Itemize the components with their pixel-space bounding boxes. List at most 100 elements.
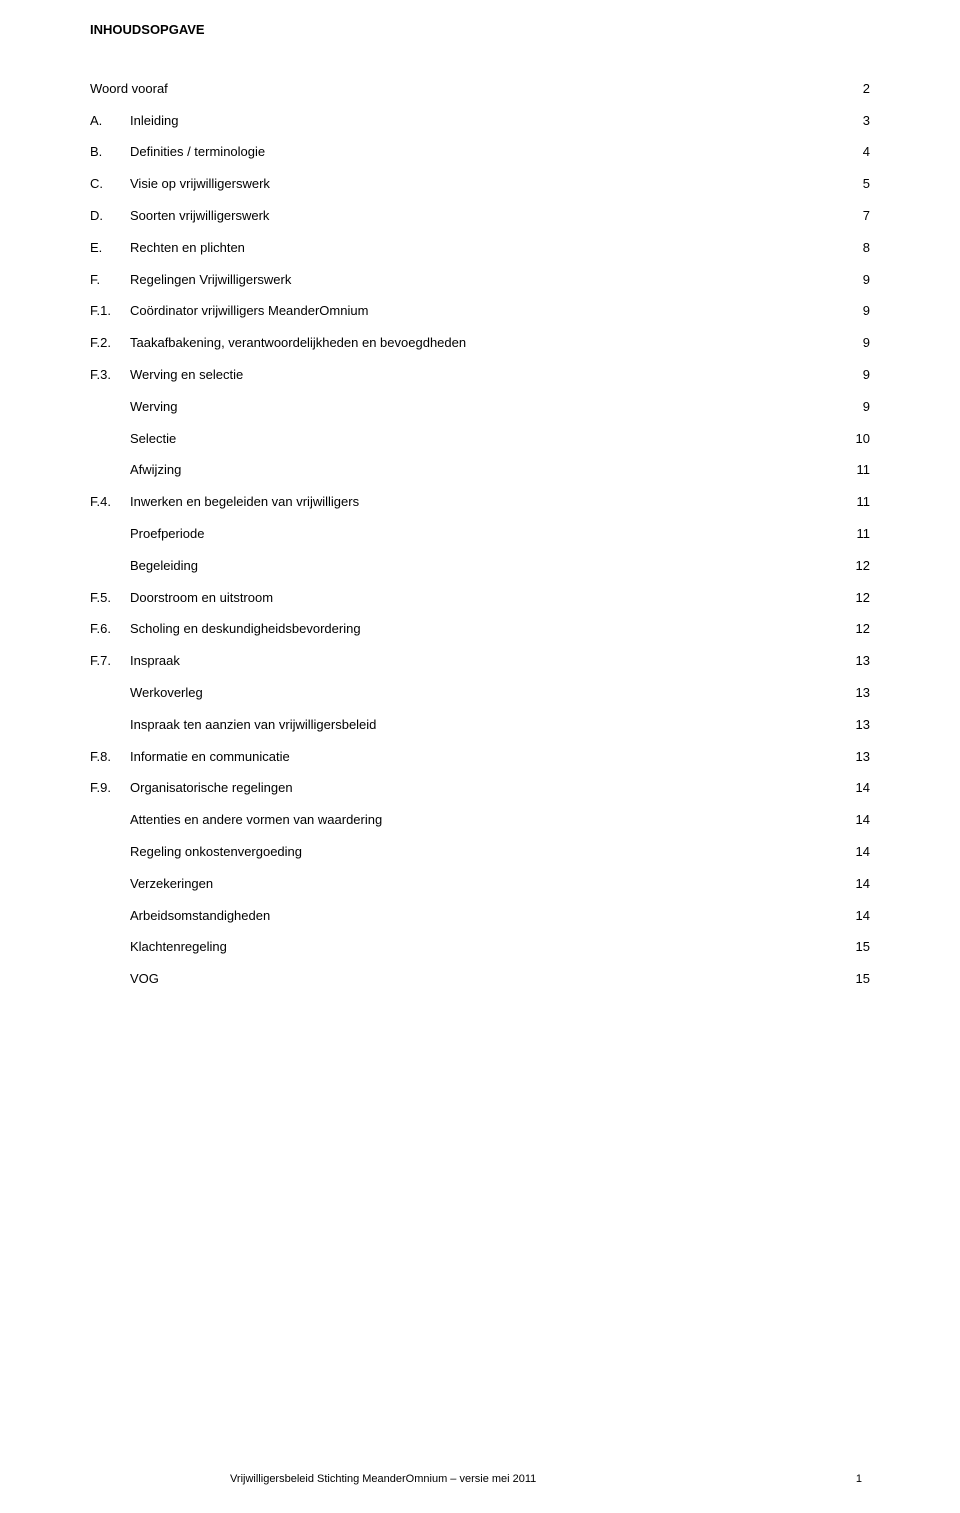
toc-prefix: B. — [90, 142, 130, 163]
toc-prefix: E. — [90, 238, 130, 259]
toc-page: 3 — [863, 111, 870, 132]
toc-left: F.3.Werving en selectie — [90, 365, 243, 386]
toc-page: 13 — [856, 651, 870, 672]
toc-label: Afwijzing — [130, 460, 181, 481]
toc-page: 4 — [863, 142, 870, 163]
toc-prefix: F.8. — [90, 747, 130, 768]
toc-page: 14 — [856, 874, 870, 895]
toc-left: Begeleiding — [90, 556, 198, 577]
toc-row: Werkoverleg13 — [90, 683, 870, 704]
toc-row: B.Definities / terminologie4 — [90, 142, 870, 163]
toc-page: 7 — [863, 206, 870, 227]
toc-left: Regeling onkostenvergoeding — [90, 842, 302, 863]
toc-left: F.8.Informatie en communicatie — [90, 747, 290, 768]
toc-row: C.Visie op vrijwilligerswerk5 — [90, 174, 870, 195]
toc-prefix: A. — [90, 111, 130, 132]
toc-left: Arbeidsomstandigheden — [90, 906, 270, 927]
toc-prefix: F. — [90, 270, 130, 291]
toc-row: D.Soorten vrijwilligerswerk 7 — [90, 206, 870, 227]
toc-left: Selectie — [90, 429, 176, 450]
toc-prefix: F.3. — [90, 365, 130, 386]
toc-page: 2 — [863, 79, 870, 100]
toc-prefix: F.1. — [90, 301, 130, 322]
toc-label: Coördinator vrijwilligers MeanderOmnium — [130, 301, 368, 322]
footer-text: Vrijwilligersbeleid Stichting MeanderOmn… — [230, 1471, 536, 1489]
toc-row: F.5.Doorstroom en uitstroom 12 — [90, 588, 870, 609]
toc-left: F.5.Doorstroom en uitstroom — [90, 588, 273, 609]
toc-row: Attenties en andere vormen van waarderin… — [90, 810, 870, 831]
toc-row: F.6.Scholing en deskundigheidsbevorderin… — [90, 619, 870, 640]
toc-label: Informatie en communicatie — [130, 747, 290, 768]
toc-left: F.9.Organisatorische regelingen — [90, 778, 293, 799]
toc-left: Attenties en andere vormen van waarderin… — [90, 810, 382, 831]
toc-row: F.9.Organisatorische regelingen 14 — [90, 778, 870, 799]
page-title: INHOUDSOPGAVE — [90, 20, 870, 41]
toc-row: F.8.Informatie en communicatie 13 — [90, 747, 870, 768]
toc-label: Proefperiode — [130, 524, 204, 545]
toc-label: VOG — [130, 969, 159, 990]
toc-row: VOG15 — [90, 969, 870, 990]
toc-row: Inspraak ten aanzien van vrijwilligersbe… — [90, 715, 870, 736]
toc-left: C.Visie op vrijwilligerswerk — [90, 174, 270, 195]
toc-page: 12 — [856, 588, 870, 609]
toc-label: Woord vooraf — [90, 79, 168, 100]
toc-left: D.Soorten vrijwilligerswerk — [90, 206, 269, 227]
toc-row: Afwijzing 11 — [90, 460, 870, 481]
toc-page: 9 — [863, 301, 870, 322]
toc-page: 11 — [857, 524, 871, 545]
toc-row: Woord vooraf 2 — [90, 79, 870, 100]
toc-label: Rechten en plichten — [130, 238, 245, 259]
toc-label: Organisatorische regelingen — [130, 778, 293, 799]
toc-prefix: F.4. — [90, 492, 130, 513]
toc-label: Scholing en deskundigheidsbevordering — [130, 619, 361, 640]
toc-page: 13 — [856, 747, 870, 768]
toc-label: Begeleiding — [130, 556, 198, 577]
toc-page: 14 — [856, 810, 870, 831]
toc-row: A.Inleiding 3 — [90, 111, 870, 132]
toc-row: Klachtenregeling15 — [90, 937, 870, 958]
toc-label: Taakafbakening, verantwoordelijkheden en… — [130, 333, 466, 354]
footer-page-number: 1 — [856, 1471, 862, 1489]
toc-left: F.2.Taakafbakening, verantwoordelijkhede… — [90, 333, 466, 354]
toc-label: Attenties en andere vormen van waarderin… — [130, 810, 382, 831]
toc-prefix: F.5. — [90, 588, 130, 609]
toc-left: Werkoverleg — [90, 683, 203, 704]
toc-prefix: F.9. — [90, 778, 130, 799]
toc-left: F.7.Inspraak — [90, 651, 180, 672]
toc-left: Werving — [90, 397, 177, 418]
toc-page: 11 — [857, 460, 871, 481]
toc-label: Visie op vrijwilligerswerk — [130, 174, 270, 195]
toc-prefix: F.7. — [90, 651, 130, 672]
toc-page: 12 — [856, 619, 870, 640]
toc-label: Inleiding — [130, 111, 178, 132]
toc-page: 9 — [863, 365, 870, 386]
toc-label: Doorstroom en uitstroom — [130, 588, 273, 609]
toc-row: Arbeidsomstandigheden 14 — [90, 906, 870, 927]
toc-row: F.3.Werving en selectie 9 — [90, 365, 870, 386]
toc-page: 10 — [856, 429, 870, 450]
toc-label: Arbeidsomstandigheden — [130, 906, 270, 927]
toc-label: Inspraak — [130, 651, 180, 672]
toc-row: E.Rechten en plichten8 — [90, 238, 870, 259]
toc-left: A.Inleiding — [90, 111, 178, 132]
toc-label: Regelingen Vrijwilligerswerk — [130, 270, 291, 291]
toc-label: Inspraak ten aanzien van vrijwilligersbe… — [130, 715, 376, 736]
toc-page: 15 — [856, 937, 870, 958]
toc-row: Regeling onkostenvergoeding14 — [90, 842, 870, 863]
toc-row: Verzekeringen 14 — [90, 874, 870, 895]
toc-left: F.6.Scholing en deskundigheidsbevorderin… — [90, 619, 361, 640]
toc-row: Begeleiding12 — [90, 556, 870, 577]
toc-label: Verzekeringen — [130, 874, 213, 895]
toc-prefix: D. — [90, 206, 130, 227]
toc-label: Regeling onkostenvergoeding — [130, 842, 302, 863]
toc-prefix: C. — [90, 174, 130, 195]
toc-row: F.4.Inwerken en begeleiden van vrijwilli… — [90, 492, 870, 513]
toc-left: Inspraak ten aanzien van vrijwilligersbe… — [90, 715, 376, 736]
toc-row: F.1.Coördinator vrijwilligers MeanderOmn… — [90, 301, 870, 322]
toc-page: 14 — [856, 906, 870, 927]
table-of-contents: Woord vooraf 2 A.Inleiding 3 B.Definities / … — [90, 79, 870, 990]
toc-page: 9 — [863, 397, 870, 418]
toc-page: 13 — [856, 715, 870, 736]
toc-row: F.2.Taakafbakening, verantwoordelijkhede… — [90, 333, 870, 354]
toc-page: 14 — [856, 778, 870, 799]
